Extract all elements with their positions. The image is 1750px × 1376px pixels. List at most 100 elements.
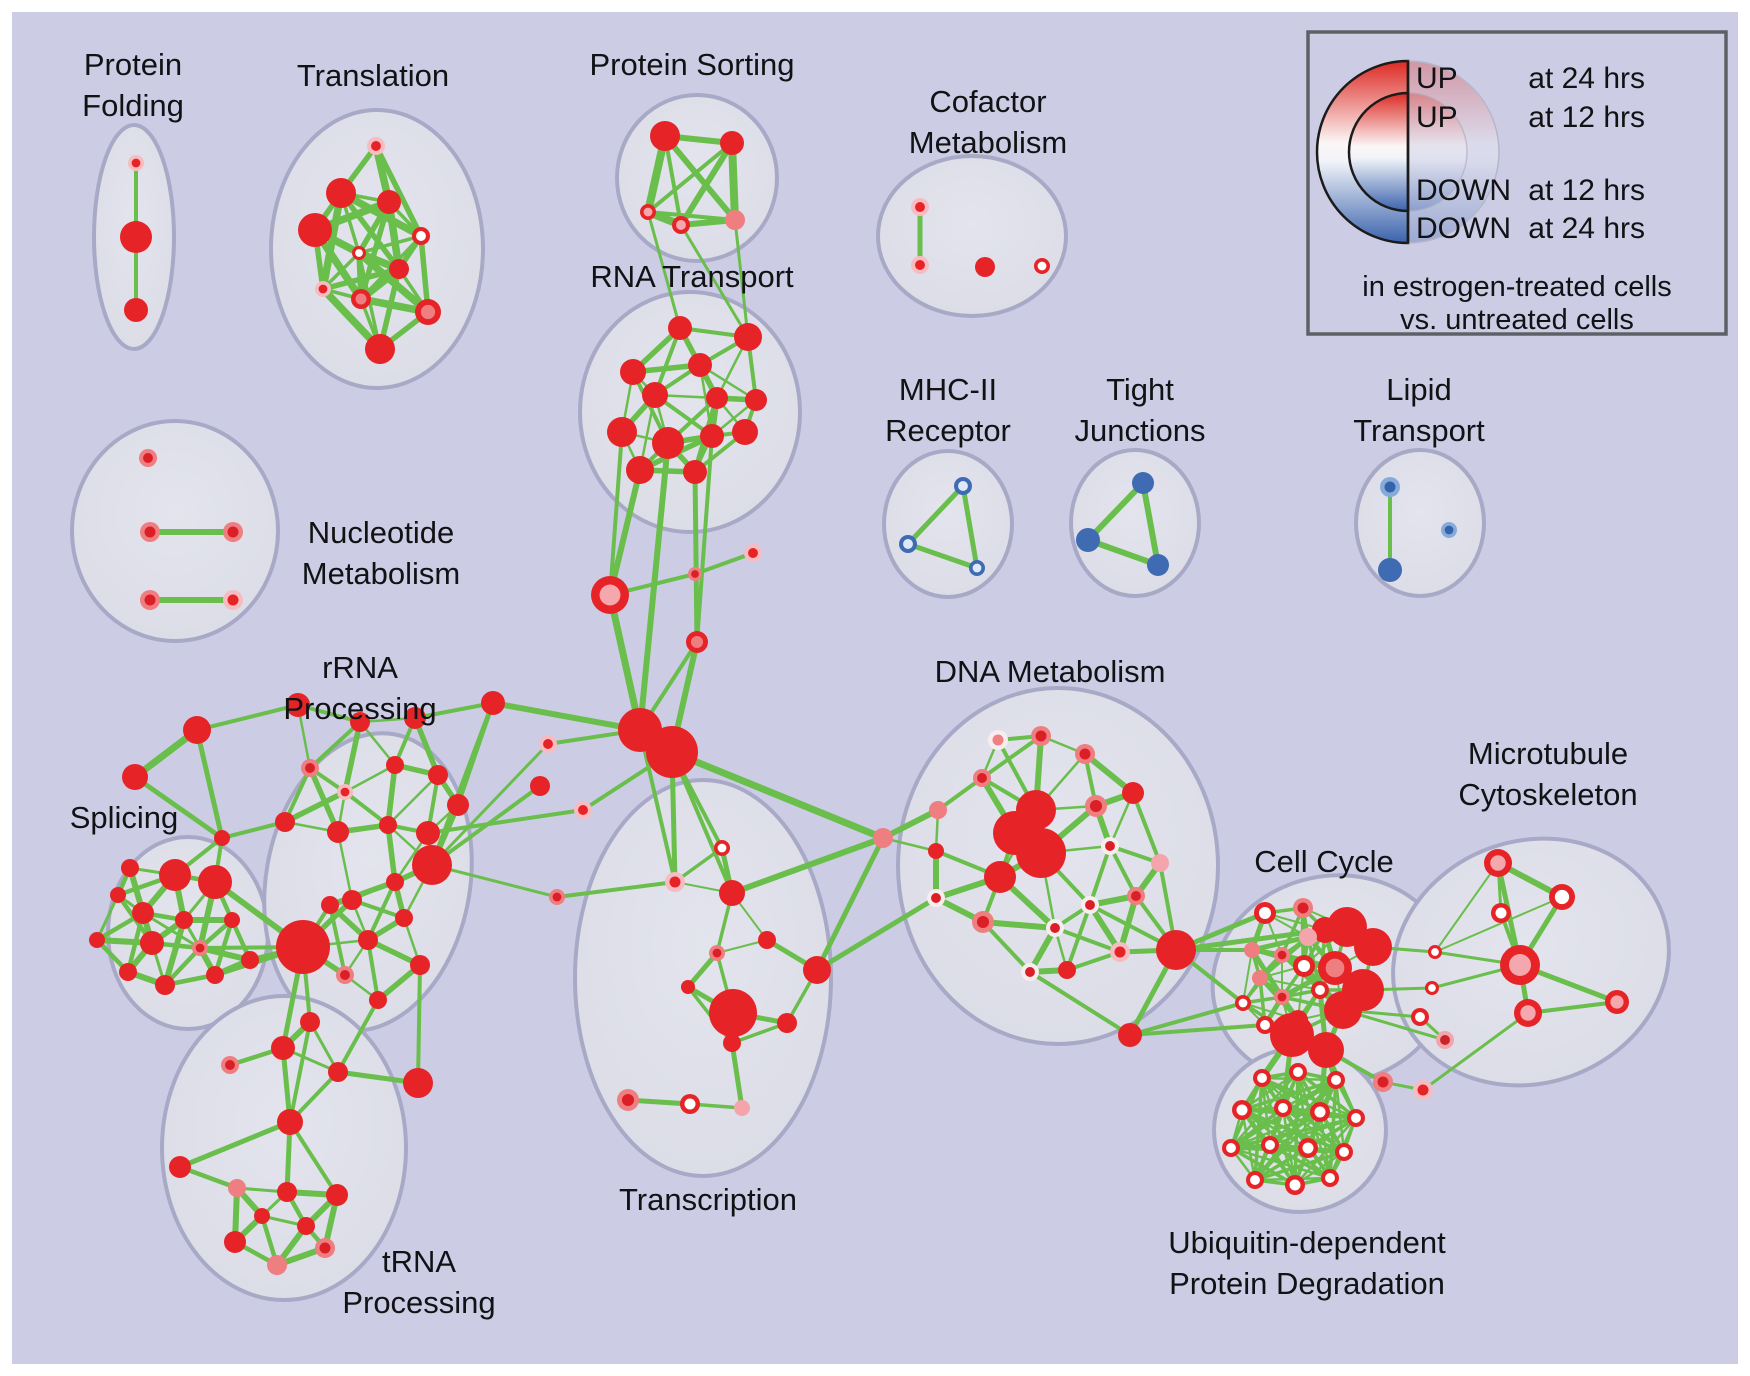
gene-node-rrna_processing bbox=[369, 991, 387, 1009]
interaction-edge bbox=[662, 133, 738, 223]
interaction-edge bbox=[308, 720, 362, 770]
interaction-edge bbox=[366, 880, 397, 942]
gene-node-transcription bbox=[709, 989, 757, 1037]
interaction-edge bbox=[1268, 1143, 1332, 1180]
interaction-edge bbox=[733, 218, 750, 339]
gene-node-rrna_processing bbox=[386, 873, 404, 891]
gene-node-core bbox=[340, 970, 350, 980]
gene-node-rrna_processing bbox=[447, 794, 469, 816]
legend-time-2: at 12 hrs bbox=[1528, 174, 1645, 207]
gene-node-core bbox=[669, 876, 681, 888]
gene-node-splicing bbox=[159, 859, 191, 891]
gene-node-core bbox=[225, 1060, 235, 1070]
gene-node-tight_junctions bbox=[1132, 472, 1154, 494]
gene-node-core bbox=[543, 739, 553, 749]
interaction-edge bbox=[490, 700, 643, 733]
cluster-label-lipid_transport: Lipid bbox=[1386, 372, 1452, 407]
gene-node-transcription bbox=[758, 931, 776, 949]
gene-node-rrna_processing bbox=[386, 756, 404, 774]
interaction-edge bbox=[646, 141, 734, 214]
gene-node-link bbox=[646, 726, 698, 778]
gene-node-protein_folding bbox=[124, 298, 148, 322]
legend-ring-inner-left-12h bbox=[1347, 91, 1410, 213]
gene-node-trna_processing bbox=[277, 1109, 303, 1135]
interaction-edge bbox=[1240, 1108, 1358, 1120]
legend-box bbox=[1306, 30, 1728, 336]
gene-node-cell_cycle bbox=[1270, 1013, 1314, 1057]
interaction-edge bbox=[162, 917, 187, 988]
gene-node-rna_transport bbox=[734, 323, 762, 351]
gene-node-core bbox=[1315, 985, 1325, 995]
gene-node-link bbox=[1118, 1023, 1142, 1047]
cluster-label-splicing: Splicing bbox=[70, 800, 179, 835]
gene-node-core bbox=[371, 141, 381, 151]
gene-node-dna_metabolism bbox=[984, 861, 1016, 893]
legend-direction-1: UP bbox=[1416, 101, 1458, 134]
gene-node-core bbox=[1325, 958, 1345, 978]
gene-node-link bbox=[214, 830, 230, 846]
interaction-edge bbox=[1229, 1106, 1285, 1150]
cluster-label-mhc_ii_receptor: MHC-II bbox=[899, 372, 997, 407]
gene-node-core bbox=[578, 805, 588, 815]
interaction-edge bbox=[1085, 480, 1146, 543]
gene-node-rrna_processing bbox=[410, 955, 430, 975]
interaction-edge bbox=[1229, 1116, 1358, 1150]
gene-node-core bbox=[1079, 748, 1091, 760]
gene-node-splicing bbox=[241, 951, 259, 969]
interaction-edge bbox=[327, 879, 398, 908]
cluster-ellipse-tight_junctions bbox=[1069, 448, 1201, 598]
gene-node-transcription bbox=[777, 1013, 797, 1033]
gene-node-core bbox=[227, 526, 239, 538]
interaction-edge bbox=[288, 1120, 339, 1197]
interaction-edge bbox=[1108, 844, 1138, 898]
gene-node-core bbox=[643, 207, 653, 217]
cluster-label-ubiquitin_degradation: Protein Degradation bbox=[1169, 1266, 1445, 1301]
gene-node-core bbox=[1089, 799, 1103, 813]
gene-node-splicing bbox=[224, 912, 240, 928]
interaction-edge bbox=[1318, 1110, 1332, 1180]
interaction-edge bbox=[1240, 1108, 1332, 1180]
gene-node-core bbox=[684, 1098, 696, 1110]
gene-node-transcription bbox=[719, 880, 745, 906]
gene-node-rna_transport bbox=[700, 424, 724, 448]
interaction-edge bbox=[1053, 926, 1122, 954]
gene-node-core bbox=[1289, 1179, 1301, 1191]
interaction-edge bbox=[1249, 934, 1311, 953]
gene-node-trna_processing bbox=[267, 1255, 287, 1275]
gene-node-link bbox=[183, 716, 211, 744]
interaction-edge bbox=[607, 467, 643, 598]
gene-node-translation bbox=[326, 178, 356, 208]
gene-node-core bbox=[992, 734, 1004, 746]
interaction-edge bbox=[195, 703, 300, 732]
gene-node-translation bbox=[377, 190, 401, 214]
interaction-edge bbox=[1065, 903, 1092, 972]
legend-direction-3: DOWN bbox=[1416, 212, 1511, 245]
gene-node-core bbox=[227, 594, 239, 606]
cluster-label-ubiquitin_degradation: Ubiquitin-dependent bbox=[1168, 1225, 1446, 1260]
interaction-edge bbox=[606, 591, 644, 734]
gene-node-rrna_processing bbox=[395, 909, 413, 927]
gene-node-core bbox=[1554, 889, 1570, 905]
gene-node-rna_transport bbox=[642, 382, 668, 408]
cluster-label-protein_folding: Folding bbox=[82, 88, 184, 123]
gene-node-dna_metabolism bbox=[1058, 961, 1076, 979]
gene-node-rrna_processing bbox=[358, 930, 378, 950]
cluster-ellipse-cofactor_metabolism bbox=[876, 154, 1068, 318]
interaction-edge bbox=[336, 998, 380, 1074]
gene-node-transcription bbox=[723, 1034, 741, 1052]
gene-node-core bbox=[1257, 1073, 1267, 1083]
cluster-label-transcription: Transcription bbox=[619, 1182, 797, 1217]
interaction-edge bbox=[343, 790, 390, 827]
interaction-edge bbox=[1229, 1110, 1322, 1150]
gene-node-protein_sorting bbox=[650, 121, 680, 151]
interaction-edge bbox=[980, 919, 1058, 931]
interaction-edge bbox=[729, 835, 886, 896]
legend-time-0: at 24 hrs bbox=[1528, 62, 1645, 95]
gene-node-core bbox=[1297, 959, 1311, 973]
interaction-edge bbox=[343, 763, 397, 794]
interaction-edge bbox=[668, 748, 887, 842]
gene-node-cell_cycle bbox=[1354, 928, 1392, 966]
cluster-label-cofactor_metabolism: Metabolism bbox=[909, 125, 1068, 160]
gene-node-trna_processing bbox=[326, 1184, 348, 1206]
gene-node-core bbox=[712, 948, 722, 958]
